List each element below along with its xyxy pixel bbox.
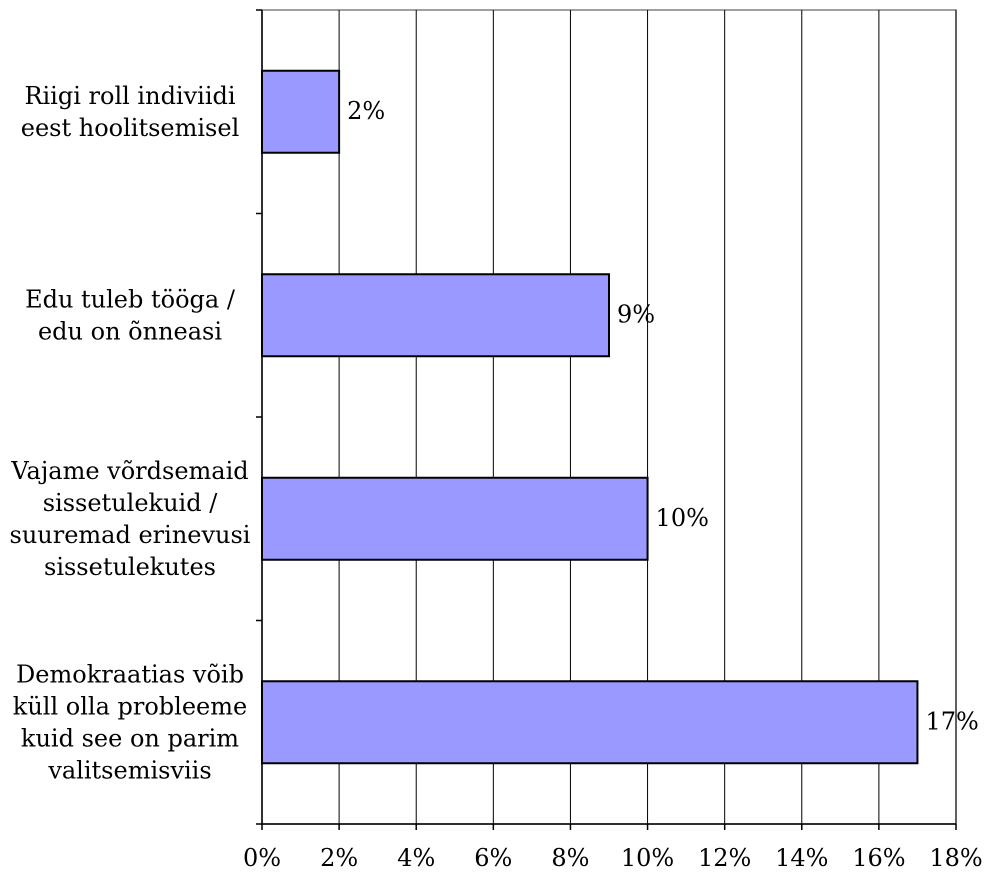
- bar: [261, 680, 919, 765]
- category-label-line: Edu tuleb tööga /: [25, 285, 236, 313]
- x-tick-label: 10%: [621, 844, 674, 872]
- category-label: Edu tuleb tööga / edu on õnneasi: [25, 285, 236, 345]
- category-label-line: Demokraatias võib: [16, 660, 244, 688]
- x-tick-label: 12%: [698, 844, 751, 872]
- data-label: 17%: [925, 707, 978, 735]
- category-label: Vajame võrdsemaid sissetulekuid / suuremad…: [10, 457, 251, 581]
- category-label: Demokraatias võib küll olla probleeme kuid…: [13, 660, 247, 784]
- x-tick-label: 14%: [775, 844, 828, 872]
- x-tick-label: 4%: [397, 844, 435, 872]
- bar: [261, 273, 610, 358]
- x-tick-label: 2%: [320, 844, 358, 872]
- category-label-line: sissetulekuid /: [43, 489, 218, 517]
- category-label-line: eest hoolitsemisel: [21, 114, 240, 142]
- category-label-line: Riigi roll indiviidi: [24, 82, 235, 110]
- data-label: 10%: [656, 504, 709, 532]
- category-label-line: sissetulekutes: [44, 553, 216, 581]
- x-tick-label: 16%: [852, 844, 905, 872]
- data-label: 2%: [347, 97, 385, 125]
- x-tick-label: 0%: [243, 844, 281, 872]
- category-label-line: edu on õnneasi: [38, 317, 222, 345]
- category-label-line: suuremad erinevusi: [10, 521, 251, 549]
- category-label-line: Vajame võrdsemaid: [10, 457, 248, 485]
- x-tick-label: 6%: [474, 844, 512, 872]
- x-tick-label: 18%: [929, 844, 982, 872]
- x-tick-label: 8%: [551, 844, 589, 872]
- bar: [261, 69, 341, 154]
- category-label-line: kuid see on parim: [21, 724, 239, 752]
- category-label-line: küll olla probleeme: [13, 692, 247, 720]
- category-label-line: valitsemisviis: [47, 756, 211, 784]
- data-label: 9%: [617, 300, 655, 328]
- category-label: Riigi roll indiviidi eest hoolitsemisel: [21, 82, 240, 142]
- bar: [261, 476, 649, 561]
